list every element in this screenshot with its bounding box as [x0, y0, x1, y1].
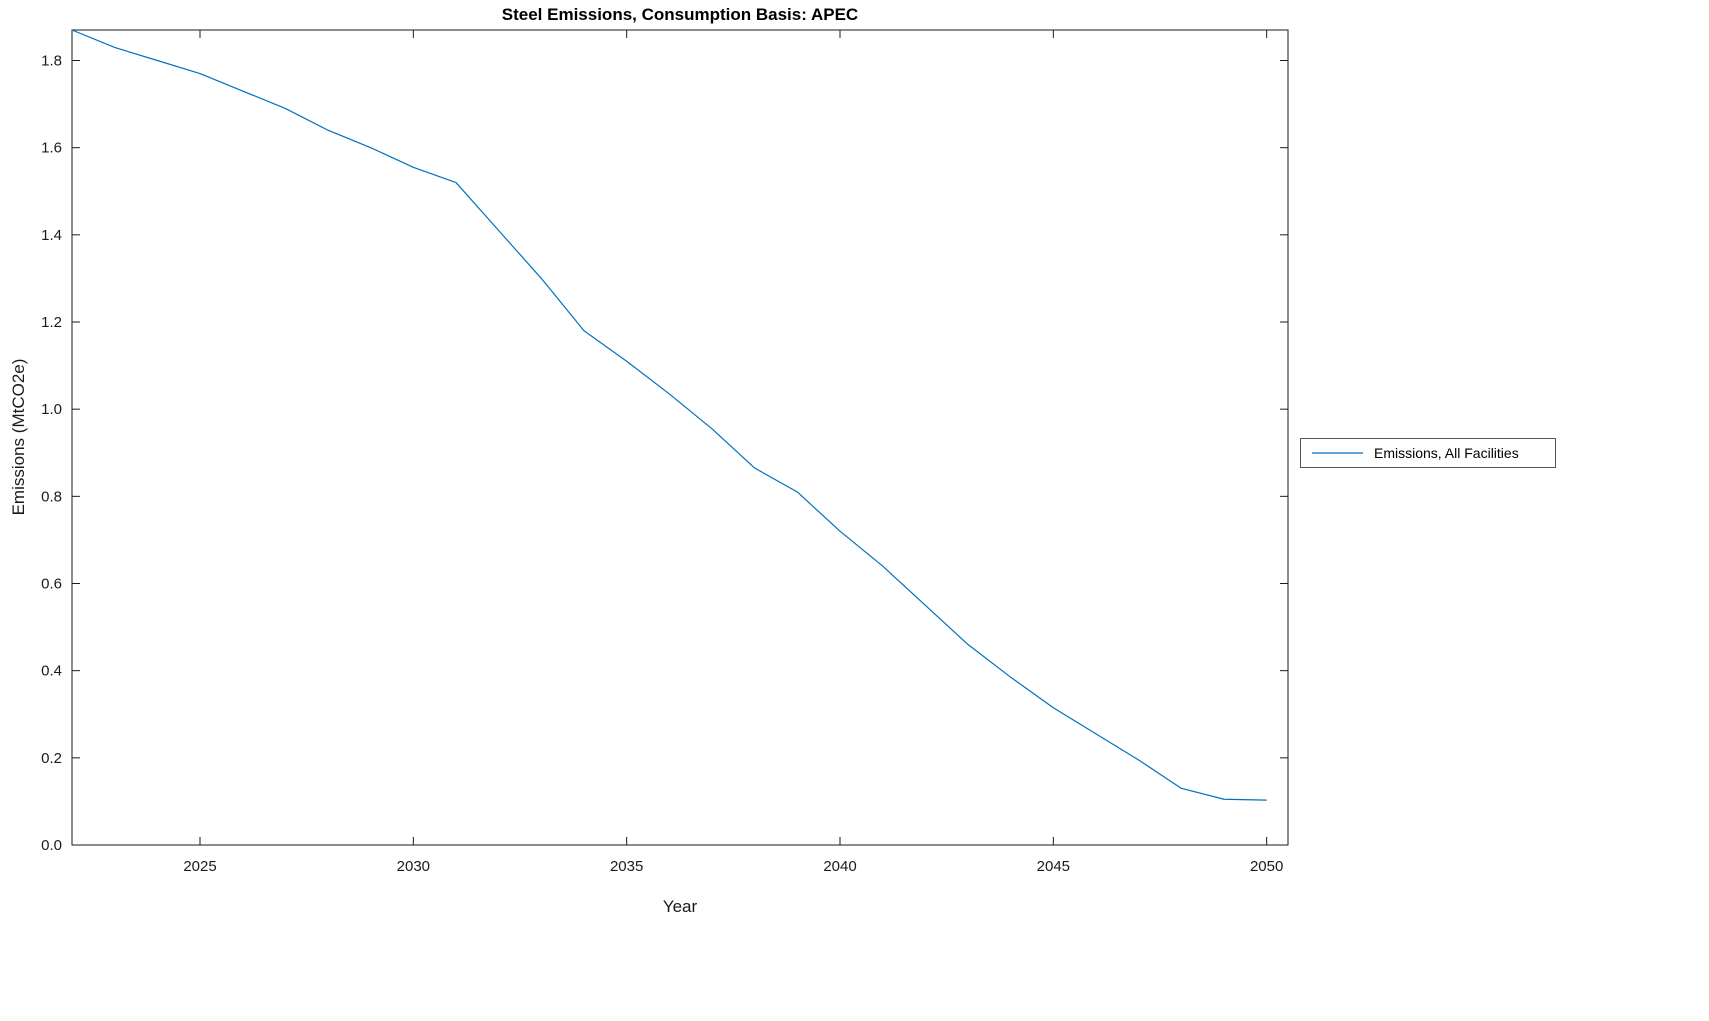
legend-label: Emissions, All Facilities	[1374, 445, 1519, 461]
y-tick-label: 0.0	[41, 837, 62, 854]
y-tick-label: 0.2	[41, 750, 62, 767]
x-axis-label: Year	[662, 897, 698, 916]
chart-title: Steel Emissions, Consumption Basis: APEC	[501, 5, 859, 24]
y-tick-label: 0.8	[41, 488, 62, 505]
x-tick-label: 2040	[823, 858, 856, 875]
y-tick-label: 1.4	[41, 227, 62, 244]
plot-border	[71, 29, 1289, 846]
y-axis-label: Emissions (MtCO2e)	[9, 358, 28, 516]
y-tick-label: 0.6	[41, 576, 62, 593]
legend[interactable]: Emissions, All Facilities	[1300, 438, 1556, 468]
x-tick-label: 2025	[183, 858, 216, 875]
y-tick-label: 1.6	[41, 140, 62, 157]
y-tick-label: 1.2	[41, 314, 62, 331]
y-tick-label: 0.4	[41, 663, 62, 680]
x-tick-label: 2030	[397, 858, 430, 875]
x-tick-label: 2050	[1250, 858, 1283, 875]
x-tick-label: 2045	[1037, 858, 1070, 875]
legend-line-sample	[1312, 452, 1363, 454]
series-line-emissions	[71, 29, 1267, 801]
y-tick-label: 1.8	[41, 53, 62, 70]
x-tick-label: 2035	[610, 858, 643, 875]
y-tick-label: 1.0	[41, 401, 62, 418]
